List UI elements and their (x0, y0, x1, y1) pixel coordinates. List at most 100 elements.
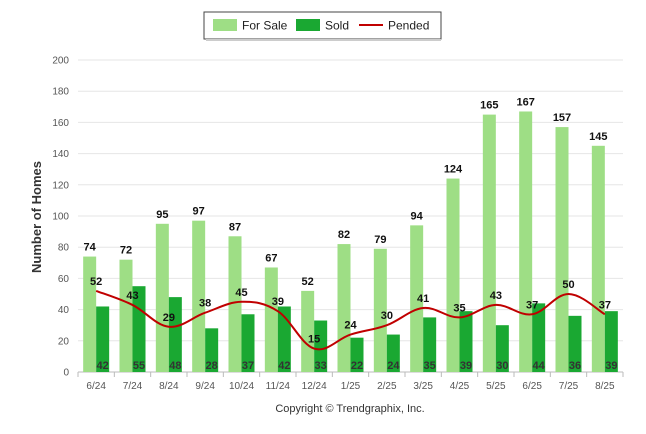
data-label-pended: 30 (381, 310, 393, 322)
x-tick-label: 6/25 (522, 381, 542, 392)
x-tick-label: 6/24 (86, 381, 106, 392)
data-label-pended: 15 (308, 334, 320, 346)
bar-for-sale (264, 267, 278, 372)
bar-sold (495, 325, 509, 372)
data-label-pended: 43 (490, 290, 502, 302)
data-label-pended: 43 (126, 290, 138, 302)
bar-for-sale (519, 111, 533, 372)
bar-sold (459, 311, 473, 372)
data-label-pended: 37 (599, 299, 611, 311)
bar-sold (205, 328, 219, 372)
x-tick-label: 11/24 (266, 381, 291, 392)
bar-for-sale (192, 220, 206, 372)
bar-sold (350, 337, 364, 372)
bar-for-sale (446, 178, 460, 372)
legend-label: For Sale (242, 19, 288, 33)
bar-sold (423, 317, 437, 372)
data-label-for-sale: 124 (444, 164, 463, 176)
data-label-for-sale: 145 (589, 131, 607, 143)
bar-sold (168, 297, 182, 372)
pended-line-group (95, 289, 606, 351)
data-label-pended: 24 (344, 320, 357, 332)
x-tick-label: 1/25 (341, 381, 361, 392)
bar-for-sale (482, 114, 496, 372)
data-label-for-sale: 52 (302, 276, 314, 288)
data-label-for-sale: 97 (193, 206, 205, 218)
pended-line (95, 289, 606, 351)
data-label-pended: 37 (526, 299, 538, 311)
y-tick-label: 160 (52, 118, 69, 129)
y-tick-label: 200 (52, 56, 69, 67)
x-tick-label: 10/24 (229, 381, 254, 392)
data-label-sold: 55 (133, 360, 145, 372)
data-label-for-sale: 82 (338, 229, 350, 241)
data-label-for-sale: 94 (411, 210, 424, 222)
data-label-for-sale: 167 (516, 96, 534, 108)
bar-sold (532, 303, 546, 372)
data-label-sold: 22 (351, 360, 363, 372)
legend-swatch (213, 19, 237, 31)
data-label-pended: 50 (562, 279, 574, 291)
bar-for-sale (373, 248, 387, 372)
data-label-sold: 28 (206, 360, 218, 372)
data-label-sold: 42 (97, 360, 109, 372)
copyright-text: Copyright © Trendgraphix, Inc. (275, 403, 424, 415)
bars (83, 111, 618, 372)
bar-for-sale (410, 225, 424, 372)
y-tick-label: 140 (52, 149, 69, 160)
y-tick-label: 120 (52, 180, 69, 191)
x-tick-label: 3/25 (413, 381, 433, 392)
data-label-for-sale: 67 (265, 252, 277, 264)
data-label-sold: 36 (569, 360, 581, 372)
data-label-pended: 52 (90, 276, 102, 288)
data-label-sold: 44 (533, 360, 546, 372)
bar-for-sale (155, 223, 169, 372)
legend: For Sale Sold Pended (203, 11, 442, 41)
y-axis: 0 20 40 60 80 100 120 140 160 180 200 (52, 56, 69, 379)
data-label-for-sale: 87 (229, 221, 241, 233)
x-tick-label: 7/24 (123, 381, 143, 392)
legend-swatch (296, 19, 320, 31)
data-label-pended: 45 (235, 287, 247, 299)
data-label-sold: 39 (460, 360, 472, 372)
data-label-pended: 29 (163, 312, 175, 324)
data-label-for-sale: 79 (374, 234, 386, 246)
bar-for-sale (337, 244, 351, 372)
x-axis: 6/24 7/24 8/24 9/24 10/24 11/24 12/24 1/25 2/25 3… (77, 372, 624, 392)
y-tick-label: 0 (63, 368, 69, 379)
x-tick-label: 8/25 (595, 381, 615, 392)
x-tick-label: 7/25 (559, 381, 579, 392)
data-label-sold: 39 (605, 360, 617, 372)
data-label-for-sale: 165 (480, 100, 498, 112)
bar-sold (241, 314, 255, 372)
data-label-sold: 42 (278, 360, 290, 372)
bar-for-sale (83, 256, 97, 372)
y-tick-label: 20 (58, 336, 70, 347)
legend-label: Sold (325, 19, 349, 33)
x-tick-label: 12/24 (302, 381, 327, 392)
data-label-sold: 37 (242, 360, 254, 372)
y-tick-label: 60 (58, 274, 70, 285)
data-labels: 74 42 72 55 95 48 97 28 87 37 67 42 52 33 82 22 79 24 94 35… (84, 96, 618, 372)
data-label-pended: 39 (272, 296, 284, 308)
data-label-sold: 30 (496, 360, 508, 372)
bar-for-sale (301, 290, 315, 372)
data-label-for-sale: 74 (84, 242, 97, 254)
legend-box (203, 11, 442, 40)
legend-label: Pended (388, 19, 429, 33)
x-tick-label: 5/25 (486, 381, 506, 392)
y-tick-label: 40 (58, 305, 70, 316)
x-tick-label: 9/24 (195, 381, 215, 392)
bar-sold (314, 320, 328, 372)
bar-sold (277, 306, 291, 372)
bar-sold (386, 334, 400, 372)
y-tick-label: 80 (58, 243, 70, 254)
data-label-sold: 48 (169, 360, 181, 372)
x-tick-label: 4/25 (450, 381, 470, 392)
data-label-sold: 35 (424, 360, 436, 372)
data-label-pended: 41 (417, 293, 429, 305)
bar-sold (96, 306, 110, 372)
bar-for-sale (119, 259, 133, 372)
x-tick-label: 8/24 (159, 381, 179, 392)
